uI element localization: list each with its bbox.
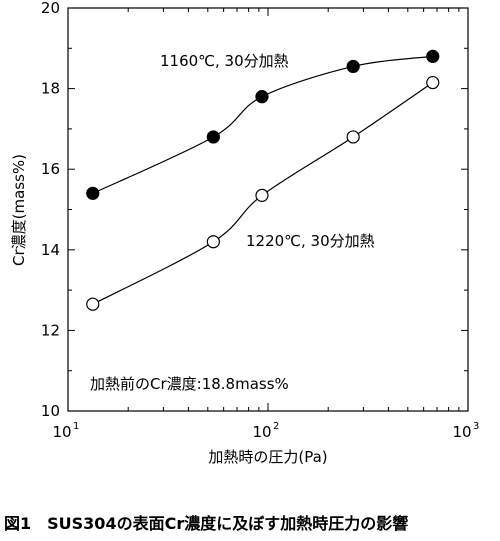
y-tick-label-20: 20	[41, 0, 60, 17]
x-tick-label-10: 10	[52, 423, 71, 441]
open-point-2	[255, 188, 269, 202]
series-label-1220: 1220℃, 30分加熱	[246, 232, 375, 250]
y-tick-label-12: 12	[41, 321, 60, 339]
y-tick-label-14: 14	[41, 241, 60, 259]
open-point-3	[346, 130, 360, 144]
y-tick-label-18: 18	[41, 80, 60, 98]
x-tick-label-1000: 10	[452, 423, 471, 441]
filled-point-2	[255, 90, 269, 104]
filled-point-3	[346, 59, 360, 74]
series-line-0	[92, 55, 433, 194]
figure-caption: 図1 SUS304の表面Cr濃度に及ぼす加熱時圧力の影響	[4, 514, 408, 533]
x-tick-exponent-1000: 3	[473, 421, 479, 432]
x-tick-exponent-10: 1	[73, 421, 79, 432]
before-heating-note: 加熱前のCr濃度:18.8mass%	[90, 375, 289, 393]
filled-point-4	[426, 49, 440, 63]
x-axis-title: 加熱時の圧力(Pa)	[208, 448, 327, 466]
y-tick-label-10: 10	[41, 402, 60, 420]
series-label-1160: 1160℃, 30分加熱	[160, 52, 289, 70]
filled-point-0	[86, 186, 100, 200]
filled-point-1	[206, 130, 220, 144]
x-tick-exponent-100: 2	[273, 421, 279, 432]
open-point-0	[86, 297, 100, 311]
open-point-1	[206, 235, 220, 249]
y-axis-title: Cr濃度(mass%)	[10, 154, 28, 266]
open-point-4	[426, 75, 440, 90]
x-tick-label-100: 10	[252, 423, 271, 441]
y-tick-label-16: 16	[41, 160, 60, 178]
